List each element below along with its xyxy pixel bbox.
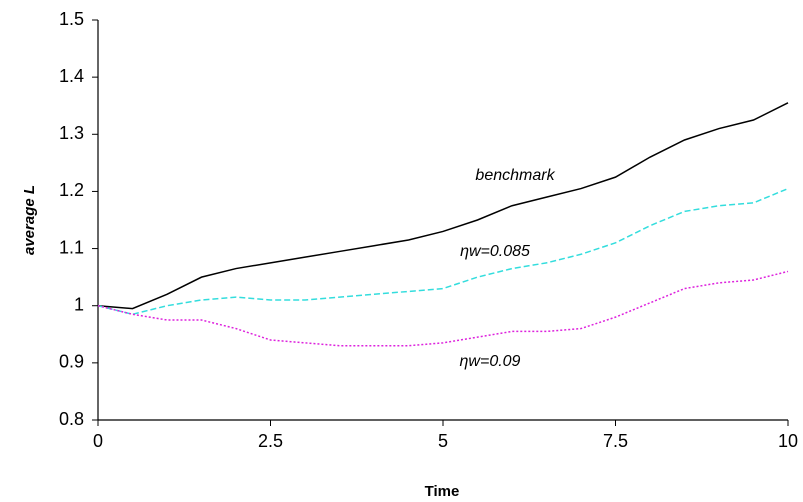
y-tick-label: 1 xyxy=(74,294,84,314)
x-tick-label: 2.5 xyxy=(258,431,283,451)
x-axis-title: Time xyxy=(425,483,460,500)
y-tick-label: 1.2 xyxy=(59,180,84,200)
series-label: ηw=0.085 xyxy=(460,243,530,260)
y-tick-label: 0.9 xyxy=(59,352,84,372)
x-tick-label: 0 xyxy=(93,431,103,451)
y-axis-title: average L xyxy=(21,185,38,255)
x-tick-label: 7.5 xyxy=(603,431,628,451)
y-tick-label: 1.5 xyxy=(59,9,84,29)
series-label: benchmark xyxy=(475,167,555,184)
y-tick-label: 0.8 xyxy=(59,409,84,429)
x-tick-label: 5 xyxy=(438,431,448,451)
y-tick-label: 1.4 xyxy=(59,66,84,86)
series-line xyxy=(97,187,789,316)
y-tick-label: 1.1 xyxy=(59,237,84,257)
y-tick-label: 1.3 xyxy=(59,123,84,143)
series-line xyxy=(97,102,789,310)
series-line xyxy=(97,270,789,347)
x-tick-label: 10 xyxy=(778,431,798,451)
series-label: ηw=0.09 xyxy=(460,353,521,370)
